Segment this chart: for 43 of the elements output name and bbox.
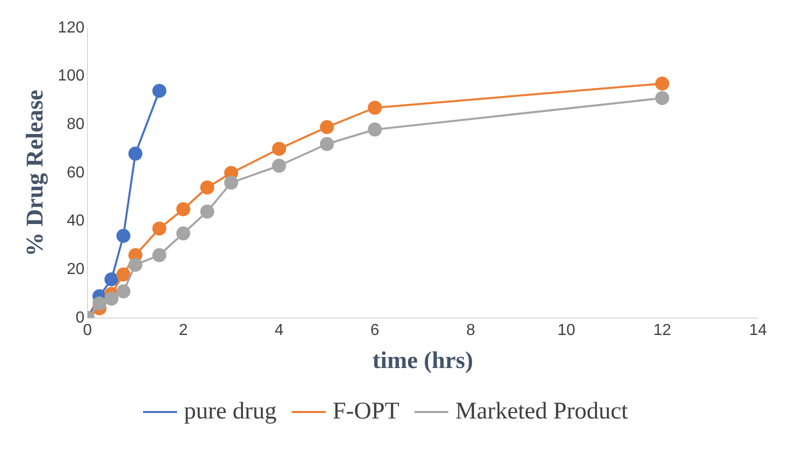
point <box>655 91 670 106</box>
point <box>200 180 214 194</box>
point <box>655 76 670 91</box>
point <box>128 258 142 272</box>
y-axis-title: % Drug Release <box>22 89 49 256</box>
y-tick-label: 40 <box>66 212 85 230</box>
point <box>152 248 166 262</box>
point <box>116 268 130 282</box>
y-tick-label: 100 <box>58 68 85 85</box>
point <box>116 284 130 298</box>
point <box>92 296 106 310</box>
x-axis-title: time (hrs) <box>372 348 474 374</box>
y-tick-label: 0 <box>76 309 85 326</box>
point <box>104 272 118 286</box>
x-tick-label: 12 <box>653 322 672 340</box>
point <box>176 202 190 216</box>
x-tick-label: 8 <box>466 322 476 340</box>
point <box>200 204 214 219</box>
y-tick-label: 20 <box>66 261 85 278</box>
legend-label: F-OPT <box>332 398 400 424</box>
legend-label: Marketed Product <box>455 398 628 424</box>
point <box>116 228 130 243</box>
point <box>368 122 382 136</box>
point <box>152 84 166 98</box>
y-tick-label: 80 <box>66 116 85 134</box>
point <box>128 146 142 161</box>
point <box>152 222 166 236</box>
y-tick-label: 60 <box>66 164 85 182</box>
x-tick-label: 14 <box>749 322 767 340</box>
x-tick-label: 6 <box>370 322 380 340</box>
x-tick-label: 4 <box>274 322 284 340</box>
x-tick-label: 2 <box>178 322 188 340</box>
point <box>176 226 190 240</box>
point <box>272 142 286 156</box>
point <box>272 158 286 173</box>
x-tick-label: 10 <box>558 322 576 340</box>
point <box>104 292 118 306</box>
point <box>320 137 334 151</box>
legend-label: pure drug <box>184 398 277 424</box>
y-tick-label: 120 <box>58 19 85 36</box>
point <box>368 100 382 115</box>
point <box>320 120 334 134</box>
point <box>224 176 238 190</box>
